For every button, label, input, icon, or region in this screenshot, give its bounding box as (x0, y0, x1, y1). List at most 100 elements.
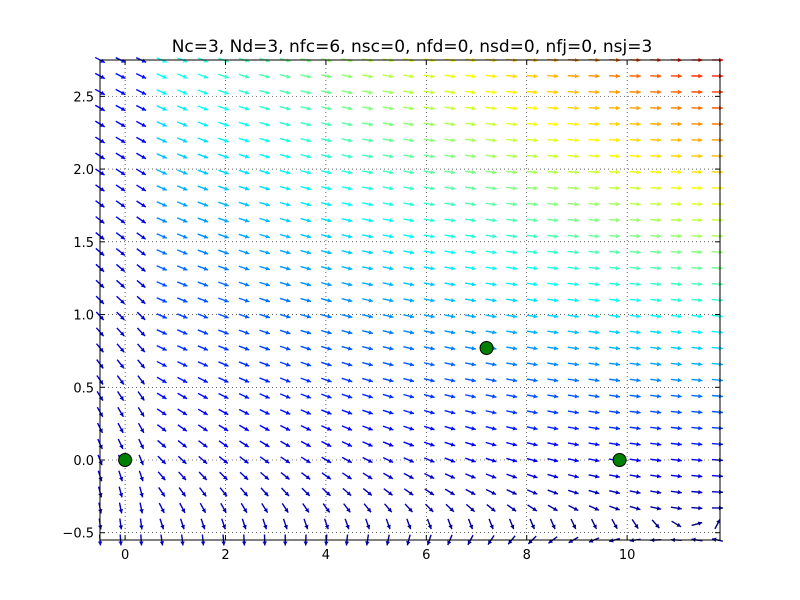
vector-arrow-head (306, 122, 312, 127)
vector-arrow (218, 345, 229, 351)
vector-arrow-head (532, 474, 538, 479)
vector-arrow (139, 518, 144, 530)
vector-arrow (609, 346, 621, 351)
vector-arrow (259, 361, 271, 367)
vector-arrow (259, 377, 271, 383)
vector-arrow-head (554, 217, 559, 223)
vector-arrow-head (430, 442, 435, 447)
vector-arrow-head (244, 426, 249, 431)
vector-arrow (362, 361, 374, 367)
vector-arrow (670, 473, 682, 479)
vector-arrow (218, 281, 229, 287)
vector-arrow (137, 406, 145, 418)
vector-arrow-head (698, 297, 703, 303)
vector-arrow-head (139, 541, 144, 546)
vector-arrow (279, 169, 291, 175)
vector-arrow-head (182, 298, 188, 303)
vector-arrow-head (327, 266, 332, 271)
vector-arrow (464, 218, 477, 223)
vector-arrow-head (615, 169, 621, 175)
vector-arrow (423, 170, 435, 175)
vector-arrow (650, 361, 662, 367)
vector-arrow (177, 345, 188, 351)
vector-arrow-head (286, 186, 291, 191)
vector-arrow (176, 249, 188, 255)
vector-arrow-head (306, 234, 312, 239)
vector-arrow-head (348, 90, 353, 95)
vector-arrow (320, 106, 332, 111)
vector-arrow-head (347, 314, 353, 319)
vector-arrow (464, 378, 477, 383)
vector-arrow-head (676, 522, 682, 527)
vector-arrow (526, 137, 538, 143)
vector-arrow-head (389, 346, 394, 351)
vector-arrow-head (698, 169, 703, 175)
vector-arrow-head (348, 106, 353, 111)
vector-arrow (650, 249, 662, 255)
vector-arrow-head (306, 170, 312, 175)
vector-arrow (341, 313, 353, 319)
vector-arrow-head (677, 409, 682, 415)
vector-arrow (218, 297, 229, 303)
vector-arrow-head (182, 250, 188, 255)
vector-arrow (115, 168, 126, 176)
vector-arrow (629, 426, 641, 431)
vector-arrow (156, 169, 168, 175)
vector-arrow-head (533, 153, 538, 159)
vector-arrow (320, 90, 332, 95)
vector-arrow (403, 138, 415, 143)
vector-arrow-head (409, 362, 415, 367)
vector-arrow-head (99, 331, 104, 337)
vector-arrow-head (388, 442, 394, 447)
vector-arrow-head (202, 443, 208, 448)
vector-arrow (259, 153, 271, 159)
vector-arrow (670, 217, 682, 223)
vector-arrow (116, 391, 125, 401)
vector-arrow (485, 250, 497, 255)
vector-arrow (300, 217, 312, 223)
vector-arrow (650, 490, 662, 495)
vector-arrow (279, 393, 291, 399)
vector-arrow (526, 473, 538, 479)
vector-arrow-head (346, 507, 351, 513)
vector-arrow (238, 233, 250, 239)
vector-arrow-head (656, 490, 662, 495)
vector-arrow-head (203, 282, 209, 287)
vector-arrow-head (677, 249, 682, 255)
vector-arrow-head (574, 346, 579, 351)
vector-arrow-head (492, 186, 497, 191)
vector-arrow-head (677, 265, 682, 271)
vector-arrow (382, 202, 394, 207)
vector-arrow (320, 249, 332, 255)
vector-arrow (197, 105, 209, 111)
vector-arrow-head (471, 426, 476, 431)
vector-arrow-head (162, 362, 167, 367)
vector-arrow-head (286, 298, 291, 303)
vector-arrow-head (430, 138, 435, 143)
vector-arrow (403, 154, 415, 159)
vector-arrow-head (595, 362, 600, 367)
vector-arrow-head (265, 138, 270, 143)
vector-arrow (384, 503, 393, 513)
vector-arrow-head (553, 426, 559, 431)
vector-arrow (341, 74, 353, 79)
vector-arrow (220, 502, 227, 514)
vector-arrow-head (140, 412, 145, 417)
vector-arrow-head (98, 396, 103, 401)
vector-arrow-head (141, 138, 146, 143)
vector-arrow (197, 281, 209, 287)
vector-arrow (300, 249, 312, 255)
vector-arrow (117, 438, 124, 450)
vector-arrow (197, 217, 209, 223)
vector-arrow-head (181, 508, 185, 513)
vector-arrow (588, 378, 600, 383)
vector-arrow-head (471, 410, 476, 415)
vector-arrow (300, 281, 312, 287)
vector-arrow (279, 265, 291, 271)
vector-arrow (344, 518, 350, 530)
vector-arrow (629, 201, 641, 207)
vector-arrow (423, 409, 435, 415)
vector-arrow-head (306, 202, 312, 207)
vector-arrow-head (203, 218, 209, 223)
vector-arrow (118, 518, 123, 530)
